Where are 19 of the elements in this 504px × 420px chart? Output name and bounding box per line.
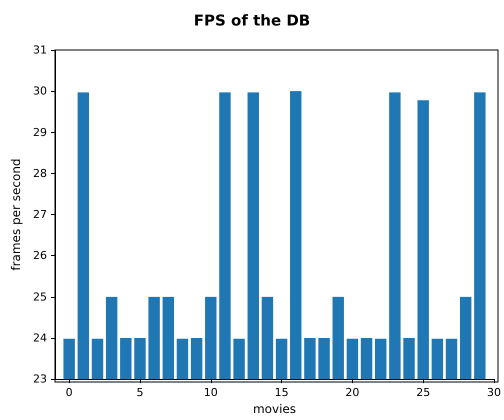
x-tick-label: 0 bbox=[66, 386, 73, 400]
x-tick-label: 25 bbox=[416, 386, 430, 400]
y-tick-label: 23 bbox=[33, 372, 47, 386]
y-tick-label: 24 bbox=[33, 331, 47, 344]
x-tick-label: 10 bbox=[204, 386, 218, 400]
y-tick-label: 31 bbox=[33, 44, 47, 56]
x-tick-label: 5 bbox=[136, 386, 144, 400]
x-tick-label: 15 bbox=[274, 386, 289, 400]
y-tick-label: 29 bbox=[33, 126, 47, 139]
y-tick-label: 26 bbox=[33, 249, 47, 262]
y-tick-label: 27 bbox=[33, 208, 47, 222]
chart-title: FPS of the DB bbox=[194, 12, 310, 30]
x-tick-label: 30 bbox=[487, 386, 501, 400]
x-axis-title: movies bbox=[252, 402, 296, 416]
y-tick-label: 28 bbox=[33, 166, 47, 180]
y-axis-title: frames per second bbox=[9, 158, 24, 271]
y-tick-label: 30 bbox=[33, 84, 47, 98]
y-tick-label: 25 bbox=[33, 290, 47, 304]
x-tick-label: 20 bbox=[345, 386, 360, 400]
